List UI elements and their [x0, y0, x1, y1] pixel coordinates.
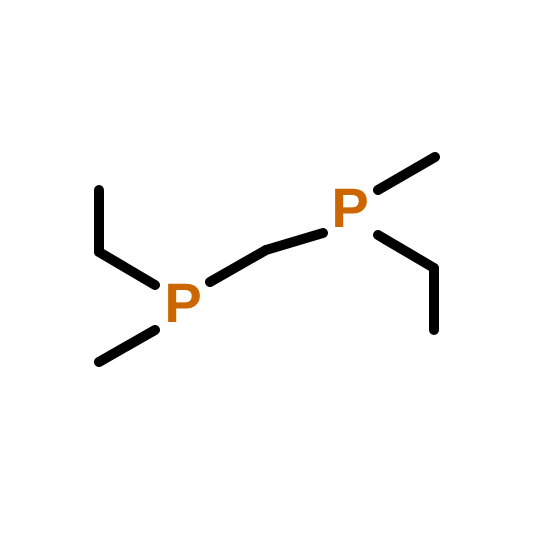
canvas-background: [0, 0, 533, 533]
molecule-diagram: PP: [0, 0, 533, 533]
atom-label-p2: P: [331, 176, 368, 239]
atom-label-p1: P: [164, 271, 201, 334]
